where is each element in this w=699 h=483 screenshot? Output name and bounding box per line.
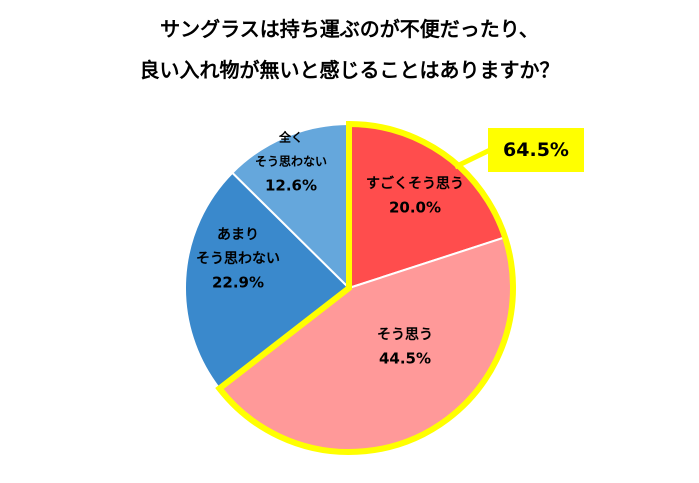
pie-slice-somewhat-disagree bbox=[184, 171, 351, 390]
callout-total-badge: 64.5% bbox=[488, 128, 584, 172]
chart-title-line-2: 良い入れ物が無いと感じることはありますか？ bbox=[139, 58, 560, 82]
slice-value-label-strong-disagree: 12.6% bbox=[265, 177, 317, 195]
slice-category-label-strong-agree: すごくそう思う bbox=[366, 175, 464, 192]
slice-value-label-agree: 44.5% bbox=[379, 350, 431, 368]
slice-category-label-somewhat-disagree: そう思わない bbox=[196, 251, 280, 267]
slice-category-label-strong-disagree: そう思わない bbox=[255, 155, 327, 169]
pie-slice-strong-disagree bbox=[230, 122, 350, 291]
slice-category-label-strong-disagree: 全く bbox=[278, 130, 303, 145]
slice-category-label-somewhat-disagree: あまり bbox=[217, 227, 259, 243]
callout-connector-line bbox=[453, 147, 492, 170]
slice-category-label-agree: そう思う bbox=[377, 327, 433, 343]
slice-value-label-strong-agree: 20.0% bbox=[389, 199, 441, 217]
chart-title-line-1: サングラスは持ち運ぶのが不便だったり、 bbox=[160, 17, 539, 41]
highlight-outline bbox=[215, 120, 516, 455]
slice-value-label-somewhat-disagree: 22.9% bbox=[212, 274, 264, 292]
